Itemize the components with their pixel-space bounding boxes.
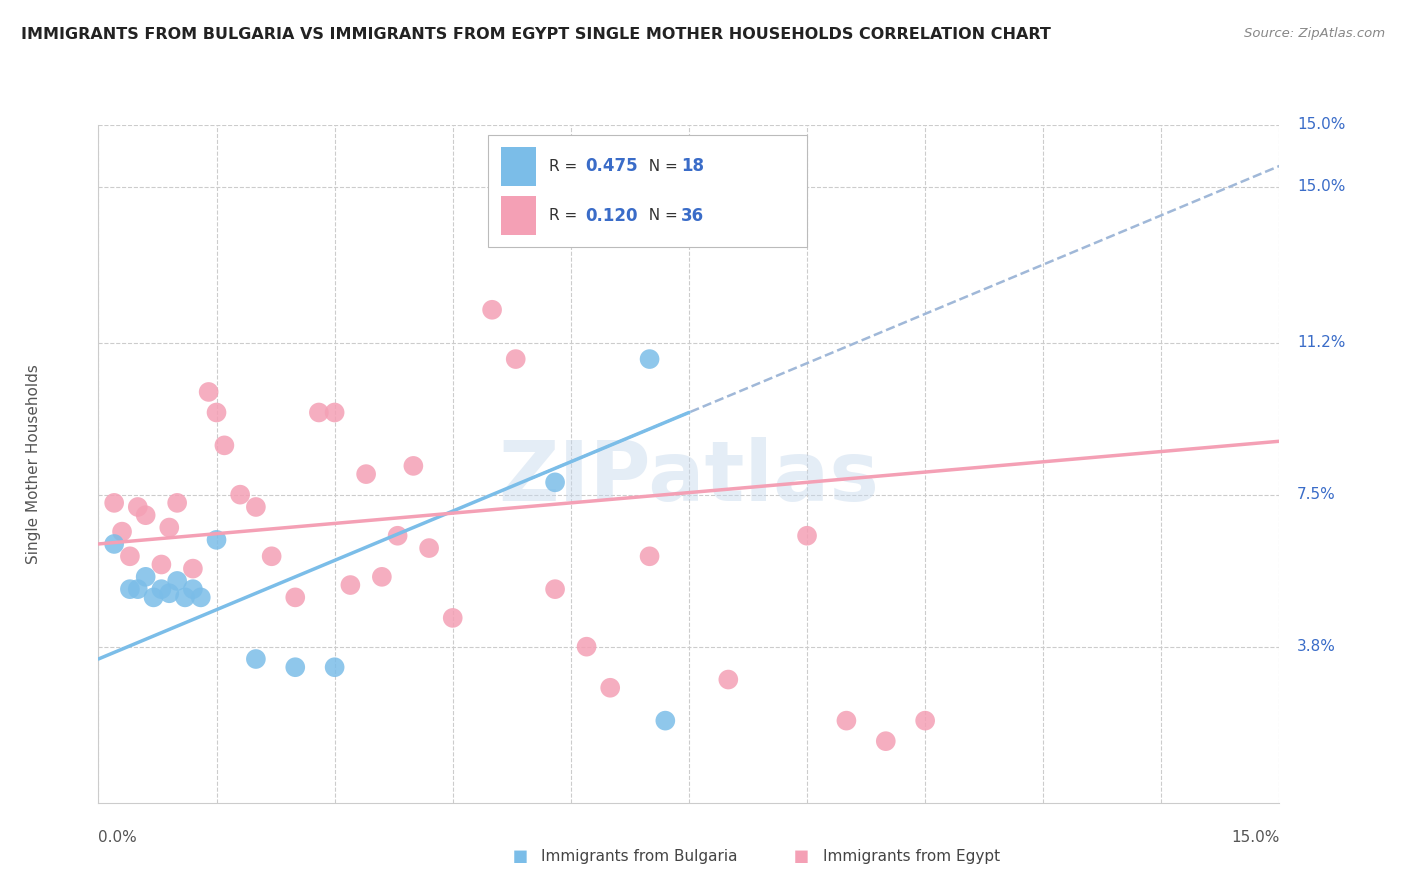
- Point: [308, 405, 330, 419]
- Point: [418, 541, 440, 555]
- Point: [229, 488, 252, 502]
- Point: [323, 405, 346, 419]
- Text: 18: 18: [681, 157, 704, 176]
- Point: [638, 549, 661, 564]
- Point: [103, 496, 125, 510]
- Text: 7.5%: 7.5%: [1298, 487, 1336, 502]
- Point: [914, 714, 936, 728]
- Text: 15.0%: 15.0%: [1298, 179, 1346, 194]
- Point: [835, 714, 858, 728]
- Point: [166, 496, 188, 510]
- Point: [575, 640, 598, 654]
- Point: [142, 591, 165, 605]
- Point: [118, 549, 141, 564]
- Text: 15.0%: 15.0%: [1232, 830, 1279, 845]
- Text: 0.120: 0.120: [585, 207, 638, 225]
- Point: [127, 582, 149, 596]
- Text: Immigrants from Bulgaria: Immigrants from Bulgaria: [541, 849, 738, 863]
- Text: 36: 36: [681, 207, 704, 225]
- Text: R =: R =: [548, 159, 582, 174]
- Point: [505, 352, 527, 367]
- Point: [387, 529, 409, 543]
- Point: [245, 500, 267, 514]
- Text: ▪: ▪: [512, 845, 529, 868]
- Point: [135, 508, 157, 523]
- Point: [127, 500, 149, 514]
- Text: ▪: ▪: [793, 845, 810, 868]
- Point: [174, 591, 197, 605]
- Point: [205, 405, 228, 419]
- Point: [118, 582, 141, 596]
- Point: [323, 660, 346, 674]
- Point: [717, 673, 740, 687]
- Point: [260, 549, 283, 564]
- Point: [197, 384, 219, 399]
- Point: [441, 611, 464, 625]
- Text: 0.0%: 0.0%: [98, 830, 138, 845]
- Point: [103, 537, 125, 551]
- Text: 3.8%: 3.8%: [1298, 640, 1336, 654]
- Point: [402, 458, 425, 473]
- Point: [875, 734, 897, 748]
- Text: 0.475: 0.475: [585, 157, 638, 176]
- Text: Single Mother Households: Single Mother Households: [25, 364, 41, 564]
- Point: [245, 652, 267, 666]
- Point: [157, 520, 180, 534]
- Text: IMMIGRANTS FROM BULGARIA VS IMMIGRANTS FROM EGYPT SINGLE MOTHER HOUSEHOLDS CORRE: IMMIGRANTS FROM BULGARIA VS IMMIGRANTS F…: [21, 27, 1050, 42]
- Point: [599, 681, 621, 695]
- Point: [150, 582, 173, 596]
- Point: [371, 570, 394, 584]
- Point: [638, 352, 661, 367]
- Point: [181, 582, 204, 596]
- Text: R =: R =: [548, 208, 582, 223]
- Text: Immigrants from Egypt: Immigrants from Egypt: [823, 849, 1000, 863]
- Point: [111, 524, 134, 539]
- Point: [284, 660, 307, 674]
- Text: 15.0%: 15.0%: [1298, 118, 1346, 132]
- Point: [190, 591, 212, 605]
- Text: ZIPatlas: ZIPatlas: [499, 437, 879, 518]
- Point: [135, 570, 157, 584]
- Point: [284, 591, 307, 605]
- Text: 11.2%: 11.2%: [1298, 335, 1346, 351]
- Point: [654, 714, 676, 728]
- Text: Source: ZipAtlas.com: Source: ZipAtlas.com: [1244, 27, 1385, 40]
- Point: [796, 529, 818, 543]
- Point: [354, 467, 377, 482]
- Point: [339, 578, 361, 592]
- Point: [214, 438, 236, 452]
- Point: [166, 574, 188, 588]
- Point: [544, 582, 567, 596]
- Point: [205, 533, 228, 547]
- Text: N =: N =: [638, 159, 682, 174]
- Point: [481, 302, 503, 317]
- Point: [181, 561, 204, 575]
- Text: N =: N =: [638, 208, 682, 223]
- Point: [157, 586, 180, 600]
- Point: [544, 475, 567, 490]
- Point: [150, 558, 173, 572]
